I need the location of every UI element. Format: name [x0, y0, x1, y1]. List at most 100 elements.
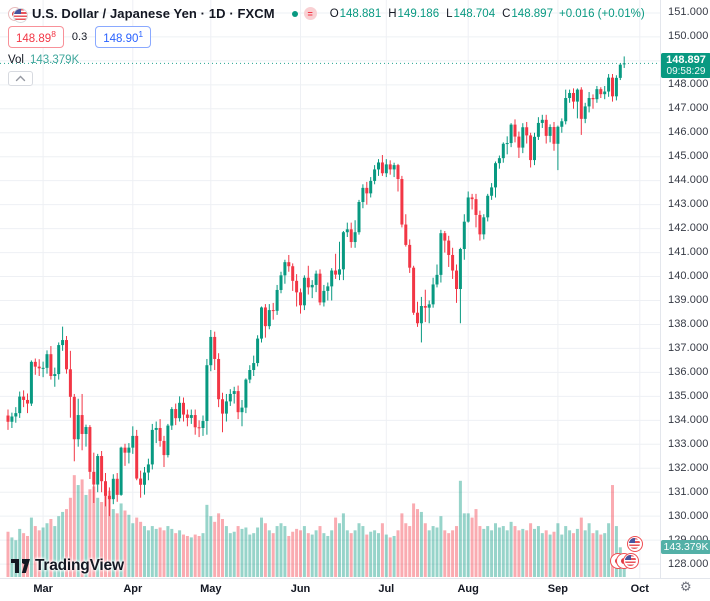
- sell-button[interactable]: 148.898: [8, 25, 64, 49]
- tradingview-logo-icon: [11, 559, 30, 573]
- candle-body: [603, 91, 607, 95]
- month-tick-label[interactable]: Mar: [33, 583, 53, 595]
- candle-body: [423, 306, 427, 308]
- candle-body: [353, 232, 357, 243]
- month-tick-label[interactable]: Aug: [457, 583, 479, 595]
- volume-bar: [552, 531, 556, 577]
- volume-bar: [131, 523, 135, 577]
- low-value: 148.704: [453, 7, 496, 20]
- candle-body: [618, 64, 622, 78]
- pair-flags-badge: [610, 551, 646, 571]
- candle-body: [416, 312, 419, 324]
- volume-bar: [404, 523, 408, 577]
- high-value: 149.186: [397, 7, 440, 20]
- candle-body: [388, 164, 392, 170]
- currency-pair-flag-icon: [8, 6, 28, 23]
- candle-body: [466, 197, 470, 222]
- candle-body: [525, 127, 529, 136]
- month-tick-label[interactable]: Apr: [123, 583, 143, 595]
- candle-body: [607, 77, 611, 92]
- candle-body: [26, 399, 29, 404]
- volume-bar: [232, 531, 236, 577]
- gear-icon[interactable]: ⚙: [680, 580, 692, 595]
- candle-body: [529, 135, 533, 161]
- candle-body: [41, 367, 45, 369]
- month-tick-label[interactable]: Jun: [290, 583, 311, 595]
- candle-body: [533, 136, 536, 161]
- volume-bar: [185, 535, 189, 577]
- volume-bar: [119, 503, 123, 577]
- spread-value: 0.3: [71, 31, 88, 43]
- volume-bar: [115, 513, 119, 577]
- candle-body: [131, 435, 135, 448]
- price-tick-label: 144.000: [668, 174, 709, 187]
- delayed-data-icon[interactable]: =: [303, 7, 317, 20]
- volume-bar: [123, 510, 127, 577]
- candle-body: [384, 164, 388, 174]
- time-axis[interactable]: ⚙ Mar Apr May Jun Jul Aug Sep Oct: [0, 578, 710, 601]
- volume-bar: [529, 523, 533, 577]
- volume-bar: [416, 509, 419, 577]
- candle-body: [14, 413, 18, 417]
- volume-bar: [61, 511, 65, 577]
- candle-body: [611, 77, 614, 97]
- candle-body: [291, 266, 295, 281]
- volume-bar: [361, 526, 365, 577]
- month-tick-label[interactable]: Oct: [630, 583, 649, 595]
- price-tick-label: 135.000: [668, 389, 709, 402]
- price-tick-label: 148.000: [668, 78, 709, 91]
- candle-body: [400, 179, 404, 225]
- volume-bar: [299, 530, 302, 577]
- volume-bar: [213, 521, 217, 577]
- price-axis[interactable]: 148.897 09:58:29 143.379K 151.000 150.000…: [660, 0, 710, 578]
- candle-body: [271, 310, 275, 312]
- candle-body: [334, 270, 338, 275]
- volume-bar: [6, 531, 10, 577]
- volume-bar: [174, 533, 178, 577]
- month-tick-label[interactable]: May: [200, 583, 222, 595]
- candle-body: [68, 369, 72, 397]
- candle-body: [380, 162, 384, 174]
- candle-body: [224, 401, 228, 414]
- candle-body: [552, 127, 556, 144]
- volume-bar: [408, 526, 412, 577]
- volume-bar: [462, 513, 466, 577]
- chart-canvas[interactable]: [0, 0, 660, 578]
- month-tick-label[interactable]: Jul: [378, 583, 395, 595]
- candle-body: [178, 402, 182, 419]
- volume-bar: [423, 523, 427, 577]
- buy-button[interactable]: 148.901: [95, 25, 152, 49]
- candle-body: [221, 399, 224, 414]
- ask-price-sup: 1: [138, 28, 144, 39]
- candle-body: [260, 307, 263, 339]
- price-tick-label: 131.000: [668, 485, 709, 498]
- volume-bar: [517, 530, 521, 577]
- volume-bar: [49, 519, 53, 577]
- chevron-up-icon: [15, 75, 26, 82]
- volume-bar: [189, 537, 193, 577]
- volume-bar: [22, 533, 26, 577]
- candle-body: [267, 310, 271, 327]
- volume-bar: [88, 489, 92, 577]
- candle-body: [521, 127, 525, 148]
- candle-body: [310, 284, 314, 288]
- candle-body: [170, 409, 174, 426]
- candle-body: [443, 233, 447, 241]
- high-label: H: [388, 7, 397, 20]
- market-status-dot[interactable]: [291, 10, 298, 17]
- candle-body: [482, 217, 486, 235]
- volume-bar: [548, 534, 552, 577]
- legend-collapse-button[interactable]: [8, 71, 33, 86]
- volume-bar: [494, 523, 497, 577]
- volume-label[interactable]: Vol: [8, 53, 24, 66]
- volume-bar: [65, 509, 68, 577]
- volume-bar: [439, 516, 443, 577]
- volume-bar: [330, 530, 334, 577]
- tradingview-logo[interactable]: TradingView: [11, 557, 124, 575]
- symbol-title[interactable]: U.S. Dollar / Japanese Yen · 1D · FXCM: [32, 6, 275, 21]
- close-value: 148.897: [511, 7, 553, 20]
- month-tick-label[interactable]: Sep: [547, 583, 568, 595]
- price-tick-label: 150.000: [668, 30, 709, 43]
- volume-bar: [396, 530, 400, 577]
- volume-bar: [451, 530, 455, 577]
